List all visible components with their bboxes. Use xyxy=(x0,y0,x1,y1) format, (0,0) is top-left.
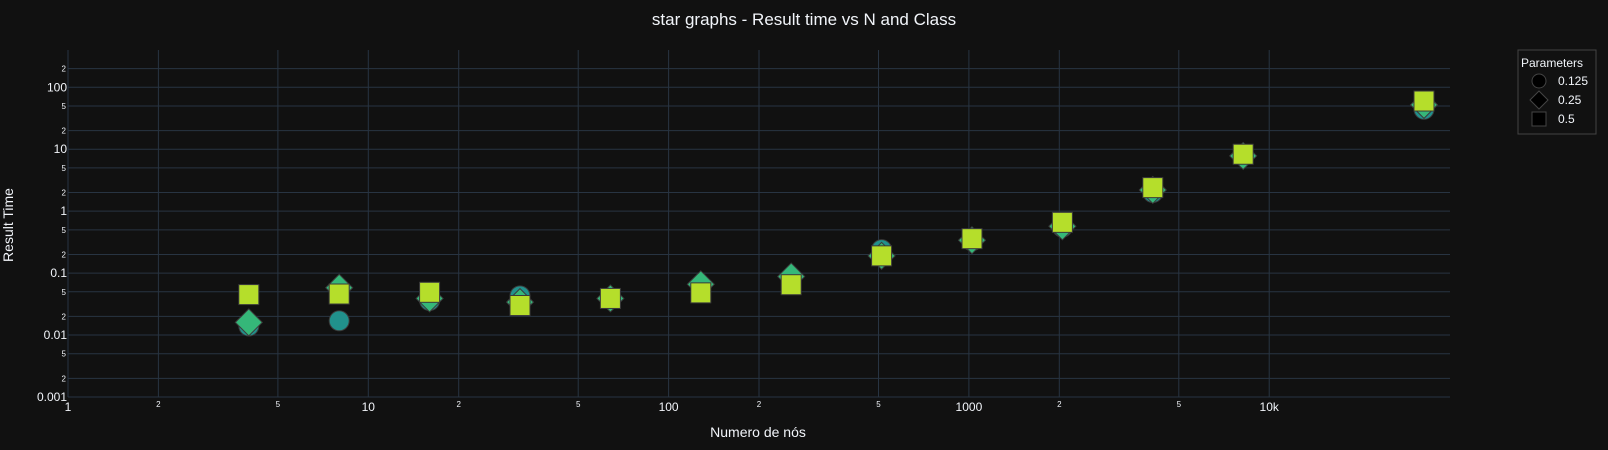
y-tick-label: 0.001 xyxy=(37,390,67,404)
square-point xyxy=(780,274,802,296)
y-tick-label: 0.01 xyxy=(44,328,68,342)
y-minor-tick-label: 2 xyxy=(62,250,67,259)
legend-items[interactable]: 0.125 0.25 0.5 xyxy=(1529,73,1588,127)
legend-label: 0.25 xyxy=(1558,93,1582,107)
y-minor-tick-label: 2 xyxy=(62,127,67,136)
square-point xyxy=(328,283,350,305)
legend-title: Parameters xyxy=(1521,56,1583,70)
legend-label: 0.125 xyxy=(1558,74,1588,88)
square-point xyxy=(509,295,531,317)
y-minor-tick-label: 2 xyxy=(62,65,67,74)
x-minor-tick-label: 2 xyxy=(1057,400,1062,409)
square-point xyxy=(1232,143,1254,165)
x-axis-title: Numero de nós xyxy=(710,424,806,440)
y-tick-labels: 0.001 0.01 0.1 1 10 100 2 5 2 5 2 5 2 5 2 5 2 xyxy=(37,65,67,404)
y-tick-label: 1 xyxy=(60,204,67,218)
square-point xyxy=(690,282,712,304)
x-tick-label: 10 xyxy=(362,400,376,414)
y-tick-label: 0.1 xyxy=(50,266,67,280)
legend-diamond-icon xyxy=(1529,90,1549,110)
square-point xyxy=(871,245,893,267)
square-point xyxy=(1142,177,1164,199)
y-tick-label: 100 xyxy=(47,80,67,94)
data-points xyxy=(234,90,1439,337)
y-minor-tick-label: 5 xyxy=(62,350,67,359)
x-tick-label: 1 xyxy=(65,400,72,414)
x-minor-tick-label: 5 xyxy=(276,400,281,409)
circle-point xyxy=(328,310,350,332)
grid xyxy=(67,50,1450,398)
square-point xyxy=(1051,211,1073,233)
diamond-point xyxy=(234,308,264,337)
series-0.5 xyxy=(238,90,1435,317)
legend-label: 0.5 xyxy=(1558,112,1575,126)
chart-title: star graphs - Result time vs N and Class xyxy=(652,10,956,29)
y-minor-tick-label: 2 xyxy=(62,312,67,321)
x-minor-tick-label: 5 xyxy=(1177,400,1182,409)
square-point xyxy=(961,228,983,250)
square-point xyxy=(419,281,441,303)
y-tick-label: 10 xyxy=(54,142,68,156)
y-minor-tick-label: 5 xyxy=(62,288,67,297)
x-tick-label: 1000 xyxy=(956,400,983,414)
square-point xyxy=(238,284,260,306)
y-minor-tick-label: 5 xyxy=(62,226,67,235)
legend-square-icon xyxy=(1531,111,1547,127)
x-tick-label: 10k xyxy=(1260,400,1280,414)
y-minor-tick-label: 2 xyxy=(62,374,67,383)
y-minor-tick-label: 5 xyxy=(62,164,67,173)
x-minor-tick-label: 5 xyxy=(576,400,581,409)
legend-box xyxy=(1517,49,1597,135)
square-point xyxy=(599,287,621,309)
x-tick-label: 100 xyxy=(659,400,679,414)
legend-item-0.25[interactable]: 0.25 xyxy=(1529,90,1582,110)
x-minor-tick-label: 2 xyxy=(757,400,762,409)
square-point xyxy=(1413,90,1435,112)
legend-circle-icon xyxy=(1531,73,1547,89)
y-minor-tick-label: 2 xyxy=(62,189,67,198)
y-minor-tick-label: 5 xyxy=(62,102,67,111)
legend[interactable]: Parameters 0.125 0.25 0.5 xyxy=(1517,49,1597,135)
y-axis-title: Result Time xyxy=(0,188,16,262)
x-minor-tick-label: 2 xyxy=(156,400,161,409)
x-minor-tick-label: 5 xyxy=(876,400,881,409)
legend-item-0.125[interactable]: 0.125 xyxy=(1531,73,1588,89)
x-tick-labels: 1 10 100 1000 10k 2 5 2 5 2 5 2 5 xyxy=(65,400,1280,414)
x-minor-tick-label: 2 xyxy=(456,400,461,409)
legend-item-0.5[interactable]: 0.5 xyxy=(1531,111,1575,127)
